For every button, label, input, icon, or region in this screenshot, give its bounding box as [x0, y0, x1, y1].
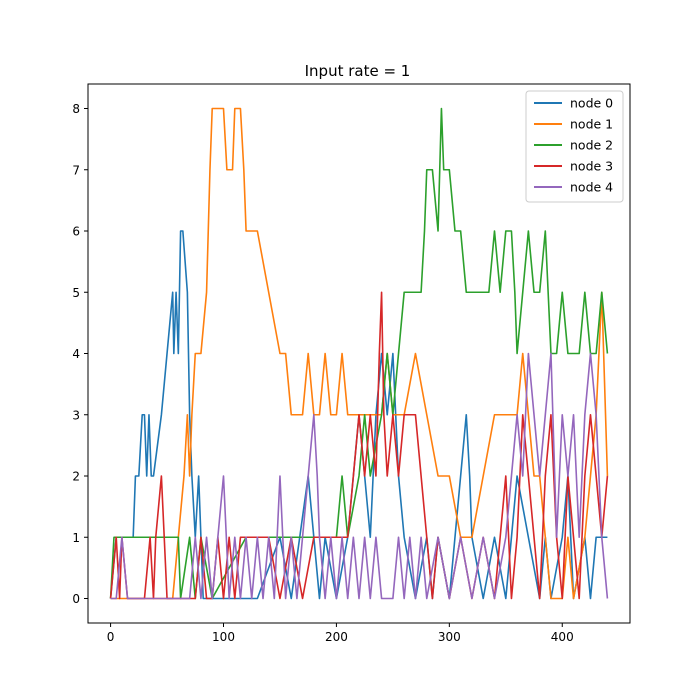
y-tick-label: 0: [72, 592, 80, 606]
x-tick-label: 0: [107, 630, 115, 644]
plot-area: [109, 107, 609, 600]
y-tick-label: 3: [72, 408, 80, 422]
x-tick-label: 300: [438, 630, 461, 644]
x-tick-label: 400: [551, 630, 574, 644]
y-tick-label: 4: [72, 347, 80, 361]
series-line-node-4: [110, 352, 609, 600]
chart-title: Input rate = 1: [305, 62, 411, 80]
series-line-node-2: [109, 107, 609, 600]
legend-label-node-3: node 3: [570, 159, 613, 174]
y-tick-label: 6: [72, 225, 80, 239]
legend-box: [525, 90, 624, 203]
legend-label-node-0: node 0: [570, 96, 613, 111]
y-tick-label: 2: [72, 470, 80, 484]
series-layer: [109, 107, 609, 600]
y-tick-label: 8: [72, 102, 80, 116]
legend: node 0 node 1 node 2 node 3 node 4: [525, 90, 624, 203]
y-tick-label: 5: [72, 286, 80, 300]
legend-label-node-2: node 2: [570, 138, 613, 153]
legend-label-node-4: node 4: [570, 180, 613, 195]
x-tick-label: 100: [212, 630, 235, 644]
y-tick-label: 1: [72, 531, 80, 545]
legend-label-node-1: node 1: [570, 117, 613, 132]
axes: 0 100 200 300 400 0 1 2 3 4 5 6 7 8: [72, 83, 631, 644]
series-line-node-1: [110, 107, 609, 600]
y-tick-label: 7: [72, 163, 80, 177]
x-tick-label: 200: [325, 630, 348, 644]
